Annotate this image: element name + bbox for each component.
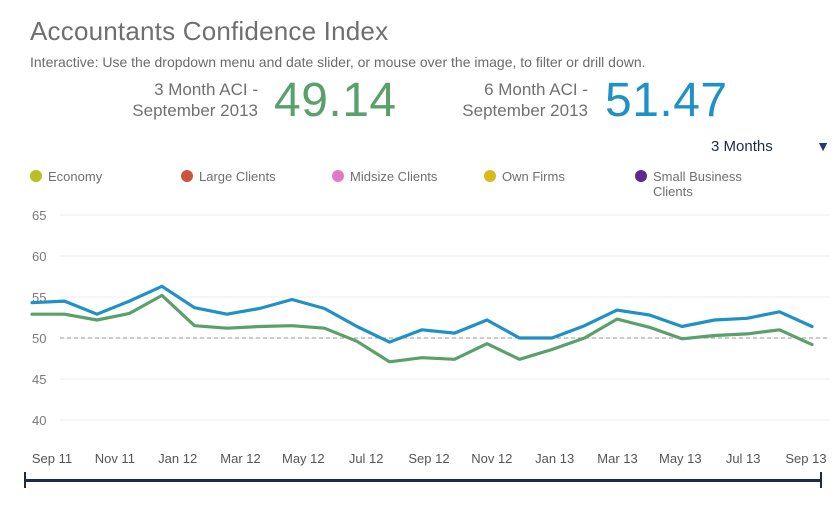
date-range-slider[interactable] xyxy=(24,472,822,488)
period-dropdown-value: 3 Months xyxy=(711,138,773,155)
x-tick-label: Sep 13 xyxy=(785,451,826,466)
series-line-6-month[interactable] xyxy=(30,284,814,344)
slider-handle-end[interactable] xyxy=(820,472,822,488)
y-tick-label-50: 50 xyxy=(32,331,46,346)
legend-dot-small-business-clients xyxy=(635,170,647,182)
period-dropdown[interactable]: 3 Months ▼ xyxy=(708,136,832,158)
x-tick-label: May 12 xyxy=(282,451,325,466)
legend-item-economy[interactable]: Economy xyxy=(30,169,160,185)
kpi-6month-label: 6 Month ACI - September 2013 xyxy=(462,80,588,120)
kpi-6month-value: 51.47 xyxy=(605,74,728,127)
series-line-3-month[interactable] xyxy=(30,293,814,364)
triangle-down-icon: ▼ xyxy=(816,138,830,154)
legend-item-small-business-clients[interactable]: Small Business Clients xyxy=(635,169,765,201)
legend-dot-midsize-clients xyxy=(332,170,344,182)
x-tick-label: Sep 12 xyxy=(408,451,449,466)
x-tick-label: Jul 13 xyxy=(726,451,761,466)
x-tick-label: May 13 xyxy=(659,451,702,466)
x-tick-label: Jan 12 xyxy=(158,451,197,466)
x-tick-label: Nov 11 xyxy=(95,451,135,466)
kpi-3month-label: 3 Month ACI - September 2013 xyxy=(132,80,258,120)
x-tick-label: Jan 13 xyxy=(535,451,574,466)
legend-dot-large-clients xyxy=(181,170,193,182)
kpi-3month-value: 49.14 xyxy=(274,74,397,127)
page-subtitle: Interactive: Use the dropdown menu and d… xyxy=(30,54,646,70)
x-tick-label: Jul 12 xyxy=(349,451,384,466)
y-tick-label-60: 60 xyxy=(32,249,46,264)
legend-item-own-firms[interactable]: Own Firms xyxy=(484,169,604,185)
x-tick-label: Nov 12 xyxy=(471,451,512,466)
legend-dot-economy xyxy=(30,170,42,182)
x-tick-label: Mar 12 xyxy=(220,451,260,466)
legend-item-large-clients[interactable]: Large Clients xyxy=(181,169,311,185)
y-tick-label-45: 45 xyxy=(32,372,46,387)
page-title: Accountants Confidence Index xyxy=(30,16,389,46)
x-tick-label: Sep 11 xyxy=(32,451,72,466)
y-tick-label-40: 40 xyxy=(32,413,46,428)
y-tick-label-65: 65 xyxy=(32,208,46,223)
slider-handle-start[interactable] xyxy=(24,472,26,488)
legend-dot-own-firms xyxy=(484,170,496,182)
slider-track xyxy=(24,479,822,482)
x-tick-label: Mar 13 xyxy=(597,451,637,466)
legend-item-midsize-clients[interactable]: Midsize Clients xyxy=(332,169,472,185)
